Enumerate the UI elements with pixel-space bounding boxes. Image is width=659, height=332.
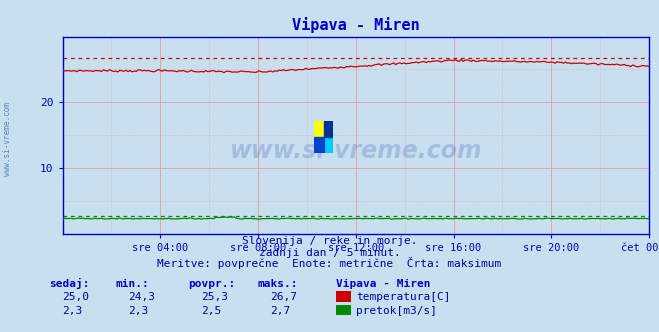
Text: 2,5: 2,5 <box>201 306 221 316</box>
Bar <box>314 137 324 153</box>
Text: temperatura[C]: temperatura[C] <box>356 292 450 302</box>
Text: maks.:: maks.: <box>257 279 297 289</box>
Text: zadnji dan / 5 minut.: zadnji dan / 5 minut. <box>258 248 401 258</box>
Text: Vipava - Miren: Vipava - Miren <box>336 279 430 289</box>
Text: povpr.:: povpr.: <box>188 279 235 289</box>
Text: www.si-vreme.com: www.si-vreme.com <box>3 103 13 176</box>
Text: 26,7: 26,7 <box>270 292 297 302</box>
Text: 25,0: 25,0 <box>63 292 90 302</box>
Text: 2,3: 2,3 <box>63 306 83 316</box>
Text: 2,7: 2,7 <box>270 306 291 316</box>
Title: Vipava - Miren: Vipava - Miren <box>292 17 420 33</box>
Text: 25,3: 25,3 <box>201 292 228 302</box>
Bar <box>324 121 333 137</box>
Text: Meritve: povprečne  Enote: metrične  Črta: maksimum: Meritve: povprečne Enote: metrične Črta:… <box>158 257 501 269</box>
Text: 24,3: 24,3 <box>129 292 156 302</box>
Text: min.:: min.: <box>115 279 149 289</box>
Text: 2,3: 2,3 <box>129 306 149 316</box>
Bar <box>314 121 324 137</box>
Text: pretok[m3/s]: pretok[m3/s] <box>356 306 437 316</box>
Bar <box>324 137 333 153</box>
Text: Slovenija / reke in morje.: Slovenija / reke in morje. <box>242 236 417 246</box>
Text: sedaj:: sedaj: <box>49 278 90 289</box>
Text: www.si-vreme.com: www.si-vreme.com <box>229 139 482 163</box>
